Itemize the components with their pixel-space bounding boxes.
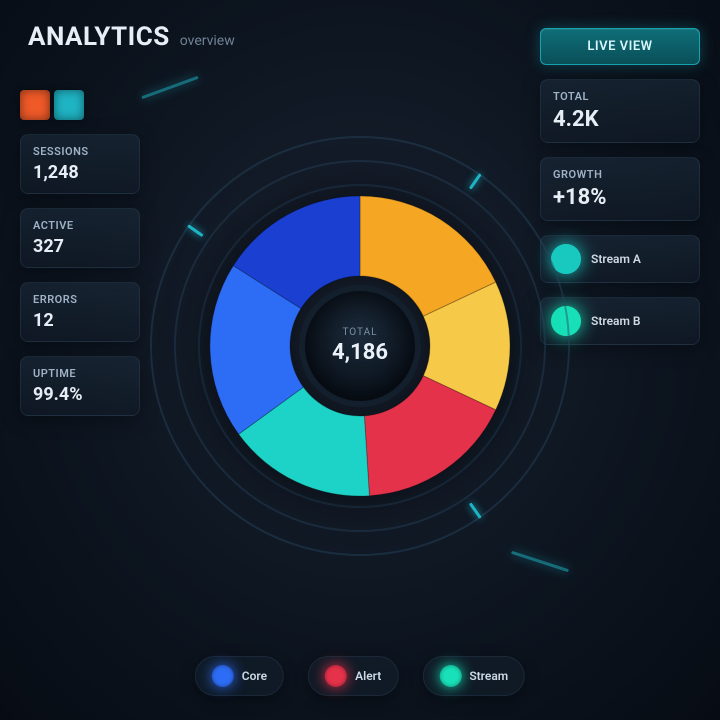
stat-total-label: Total: [553, 90, 687, 103]
left-sidebar: Sessions 1,248 Active 327 Errors 12 Uptime 99.4…: [20, 90, 140, 416]
donut-chart: TOTAL 4,186: [150, 136, 570, 556]
legend-red-label: Alert: [355, 669, 381, 683]
metric-errors-value: 12: [33, 310, 127, 331]
legend-blue-label: Core: [242, 669, 267, 683]
metric-errors-label: Errors: [33, 293, 127, 306]
legend: Core Alert Stream: [195, 656, 525, 696]
legend-teal-swatch-icon: [439, 665, 461, 687]
metric-uptime[interactable]: Uptime 99.4%: [20, 356, 140, 416]
legend-blue[interactable]: Core: [195, 656, 284, 696]
metric-errors[interactable]: Errors 12: [20, 282, 140, 342]
node-cyan-label: Stream A: [591, 252, 641, 266]
stat-total: Total 4.2K: [540, 79, 700, 143]
accent-stroke: [141, 76, 198, 99]
stat-growth-label: Growth: [553, 168, 687, 181]
metric-sessions-label: Sessions: [33, 145, 127, 158]
legend-blue-swatch-icon: [212, 665, 234, 687]
node-teal-label: Stream B: [591, 314, 641, 328]
page-subtitle: overview: [180, 33, 235, 49]
metric-uptime-value: 99.4%: [33, 384, 127, 405]
metric-uptime-label: Uptime: [33, 367, 127, 380]
metric-active-label: Active: [33, 219, 127, 232]
legend-teal-label: Stream: [469, 669, 508, 683]
metric-active[interactable]: Active 327: [20, 208, 140, 268]
legend-teal[interactable]: Stream: [422, 656, 525, 696]
stat-growth-value: +18%: [553, 185, 687, 210]
donut-center-label: TOTAL: [342, 327, 377, 338]
chip-teal[interactable]: [54, 90, 84, 120]
stat-total-value: 4.2K: [553, 107, 687, 132]
donut-center-value: 4,186: [332, 340, 388, 365]
metric-sessions[interactable]: Sessions 1,248: [20, 134, 140, 194]
live-view-button[interactable]: LIVE VIEW: [540, 28, 700, 65]
chip-row: [20, 90, 140, 120]
metric-active-value: 327: [33, 236, 127, 257]
donut-hub: TOTAL 4,186: [305, 291, 415, 401]
chip-orange[interactable]: [20, 90, 50, 120]
legend-red-swatch-icon: [325, 665, 347, 687]
legend-red[interactable]: Alert: [308, 656, 398, 696]
metric-sessions-value: 1,248: [33, 162, 127, 183]
page-title: ANALYTICS: [28, 22, 170, 52]
header: ANALYTICS overview: [28, 22, 235, 52]
